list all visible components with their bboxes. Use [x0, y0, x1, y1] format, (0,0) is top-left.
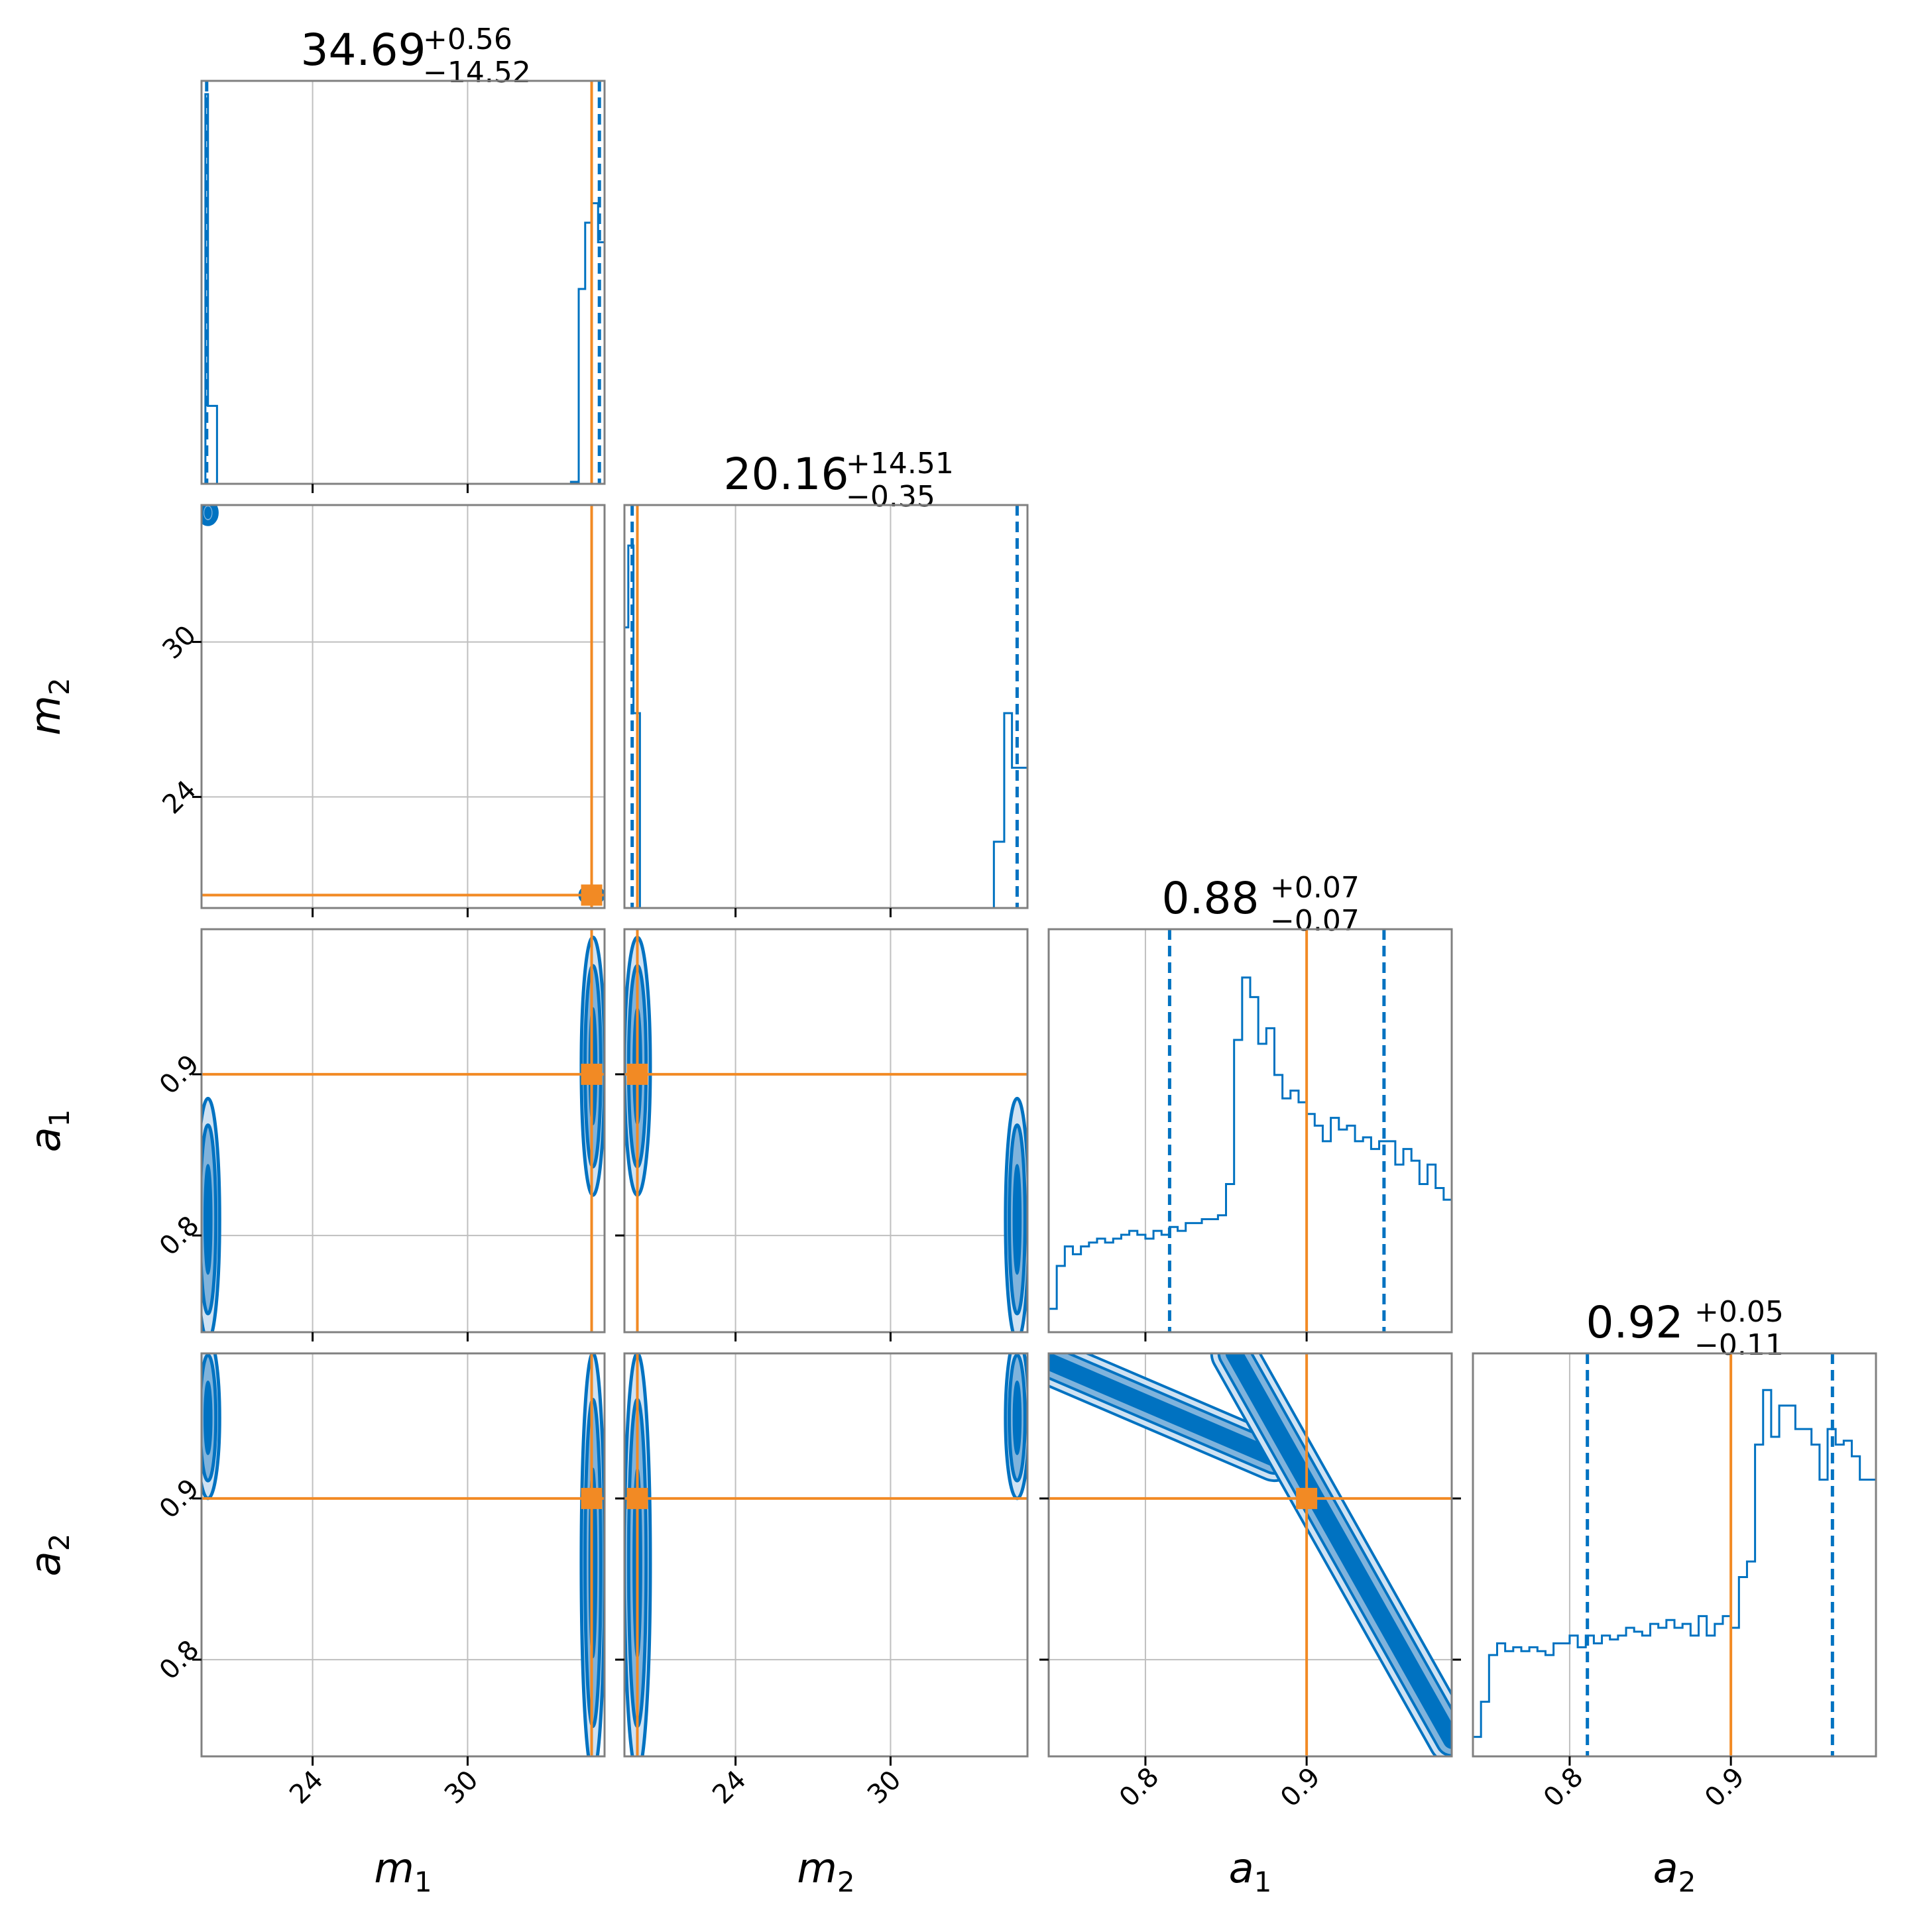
parameter-title-minus: −14.52	[423, 56, 531, 89]
x-axis-label: m2	[797, 1844, 854, 1898]
panel-content	[624, 1353, 1027, 1756]
x-axis-label-subscript: 1	[1254, 1866, 1272, 1898]
contour-panel-3-1: 24 30	[615, 1352, 1029, 1811]
panel-content	[1049, 1353, 1452, 1756]
parameter-title-plus: +0.07	[1270, 871, 1360, 905]
contour-band-inner	[1228, 1353, 1452, 1746]
histogram-step-line	[1049, 976, 1452, 1332]
x-tick-label: 30	[862, 1765, 907, 1811]
parameter-title-minus: −0.35	[846, 480, 935, 514]
parameter-title-median: 34.69	[301, 25, 426, 76]
panel-content	[202, 81, 605, 484]
x-tick-label: 0.8	[1538, 1762, 1590, 1813]
x-tick-label: 0.9	[1699, 1762, 1751, 1813]
histogram-step-line	[624, 544, 1027, 908]
contour-level-inner	[1012, 1381, 1022, 1455]
x-axis-label: a2	[1653, 1844, 1696, 1898]
parameter-title-median: 0.88	[1162, 873, 1259, 924]
y-tick-label: 24	[156, 775, 202, 821]
truth-marker	[581, 1487, 603, 1509]
parameter-title-minus: −0.11	[1694, 1328, 1784, 1362]
parameter-title-plus: +0.56	[423, 23, 512, 56]
x-axis-label-subscript: 2	[1678, 1866, 1696, 1898]
y-axis-label-subscript: 2	[43, 1534, 76, 1552]
x-tick-label: 0.8	[1114, 1762, 1165, 1813]
histogram-panel-0-0: 34.69+0.56−14.52	[200, 23, 606, 493]
panel-content	[202, 505, 605, 908]
contour-level-inner	[203, 1164, 213, 1275]
x-axis-label: m1	[374, 1844, 432, 1898]
parameter-title-plus: +0.05	[1694, 1295, 1784, 1329]
histogram-panel-3-3: 0.92 +0.05−0.11 0.8 0.9	[1472, 1295, 1877, 1813]
y-axis-label: a1	[21, 1109, 76, 1153]
histogram-panel-1-1: 20.16+14.51−0.35	[623, 447, 1029, 917]
panel-frame	[1472, 1352, 1877, 1758]
panel-content	[624, 929, 1027, 1332]
y-axis-label: a2	[21, 1534, 76, 1577]
x-axis-label-subscript: 2	[837, 1866, 855, 1898]
panel-frame	[623, 1352, 1029, 1758]
contour-panel-2-1	[615, 928, 1029, 1341]
histogram-panel-2-2: 0.88 +0.07−0.07	[1047, 871, 1461, 1661]
contour-panel-1-0: 24 30	[156, 504, 606, 917]
histogram-step-line	[202, 93, 605, 484]
panel-frame	[1047, 1352, 1453, 1758]
panel-frame	[1047, 928, 1453, 1334]
y-tick-label: 0.8	[154, 1634, 205, 1686]
truth-marker	[626, 1487, 648, 1509]
parameter-title-plus: +14.51	[846, 447, 954, 481]
panel-content	[1473, 1353, 1876, 1756]
x-tick-label: 0.9	[1275, 1762, 1326, 1813]
contour-panel-3-0: 24 30 0.8 0.9	[154, 1352, 606, 1811]
x-axis-label-subscript: 1	[414, 1866, 432, 1898]
x-tick-label: 30	[439, 1765, 485, 1811]
truth-marker	[1296, 1487, 1318, 1509]
panel-frame	[623, 504, 1029, 909]
y-axis-label-subscript: 1	[43, 1109, 76, 1127]
panel-frame	[200, 1352, 606, 1758]
contour-panel-3-2: 0.8 0.9	[1039, 1352, 1453, 1813]
y-tick-label: 0.9	[154, 1049, 205, 1101]
panel-content	[202, 1353, 605, 1756]
contour-level-inner	[204, 506, 212, 520]
parameter-title-median: 20.16	[724, 449, 849, 500]
truth-marker	[581, 1063, 603, 1085]
contour-level-inner	[1012, 1164, 1022, 1275]
panel-frame	[200, 80, 606, 485]
panel-content	[202, 929, 605, 1332]
contour-level-inner	[203, 1381, 213, 1455]
parameter-title-median: 0.92	[1586, 1297, 1684, 1348]
panel-frame	[200, 504, 606, 909]
y-axis-label-subscript: 2	[43, 677, 76, 695]
contour-panel-2-0: 0.8 0.9	[154, 928, 606, 1341]
x-tick-label: 24	[284, 1765, 329, 1811]
x-tick-label: 24	[707, 1765, 752, 1811]
panel-frame	[623, 928, 1029, 1334]
truth-marker	[581, 884, 603, 906]
y-tick-label: 30	[156, 620, 202, 665]
panel-content	[1049, 929, 1452, 1332]
truth-marker	[626, 1063, 648, 1085]
parameter-title-minus: −0.07	[1270, 904, 1360, 938]
histogram-step-line	[1473, 1389, 1876, 1756]
y-tick-label: 0.8	[154, 1210, 205, 1262]
panel-frame	[200, 928, 606, 1334]
contour-band-inner	[1049, 1355, 1281, 1465]
x-axis-label: a1	[1229, 1844, 1272, 1898]
y-tick-label: 0.9	[154, 1473, 205, 1525]
y-axis-label: m2	[21, 677, 76, 735]
panel-content	[624, 505, 1027, 908]
